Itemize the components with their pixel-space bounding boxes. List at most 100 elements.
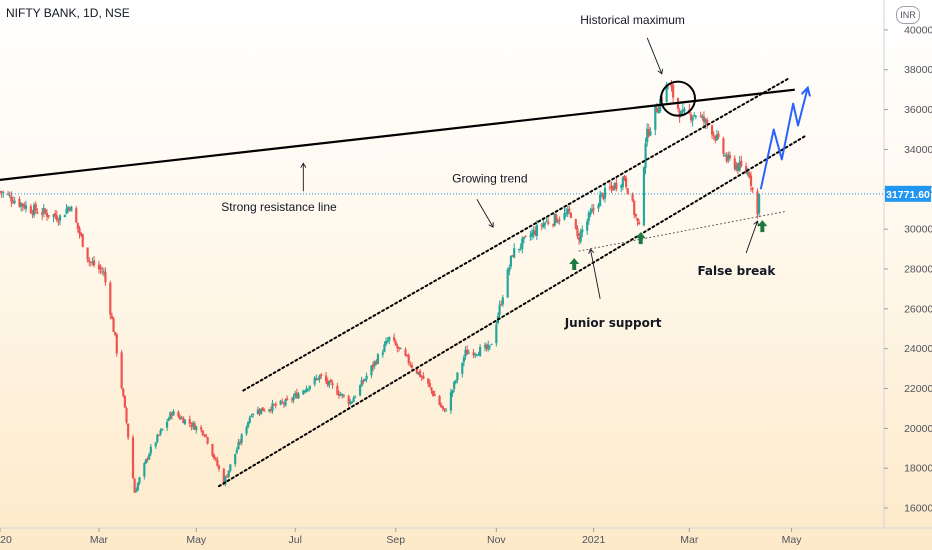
false-break-label[interactable]: False break <box>697 264 776 278</box>
growing-trend-pointer-head <box>488 222 494 228</box>
candle-body <box>342 395 345 397</box>
candle-body <box>57 221 60 223</box>
candle-body <box>376 354 380 364</box>
candle-body <box>36 212 39 214</box>
strong-resistance-line[interactable] <box>0 88 795 182</box>
junior-support-line[interactable] <box>578 210 788 252</box>
candle-body <box>415 368 418 374</box>
last-price-badge[interactable] <box>885 185 931 202</box>
candle-body <box>727 154 730 160</box>
candle-body <box>331 382 334 386</box>
candle-body <box>279 400 282 405</box>
candle-body <box>114 331 117 335</box>
candle-body <box>513 248 516 258</box>
candle-body <box>680 110 683 117</box>
candle-body <box>67 207 70 211</box>
candle-body <box>558 219 561 221</box>
candle-body <box>122 388 125 396</box>
price-tick-label: 34000.00 <box>904 144 932 156</box>
candle-body <box>745 165 748 173</box>
candle-body <box>464 349 467 357</box>
candle-body <box>517 248 521 250</box>
candle-body <box>88 260 91 262</box>
candle-body <box>466 349 469 355</box>
candle-body <box>214 458 217 460</box>
candle-body <box>396 345 399 349</box>
candle-body <box>407 355 410 364</box>
candle-body <box>10 196 13 202</box>
candle-body <box>21 203 24 207</box>
candle-body <box>670 84 673 88</box>
candle-body <box>55 215 58 221</box>
channel-lower-line[interactable] <box>217 134 808 488</box>
candle-body <box>722 138 725 154</box>
candle-body <box>615 182 618 189</box>
junior-support-pointer <box>589 248 601 299</box>
price-tick-label: 16000.00 <box>904 503 932 515</box>
candle-body <box>91 262 94 264</box>
candle-body <box>733 158 736 169</box>
candle-body <box>169 412 172 419</box>
candle-body <box>586 221 589 231</box>
candle-body <box>297 393 300 399</box>
candle-body <box>41 212 44 215</box>
candle-body <box>133 479 136 493</box>
candle-body <box>409 364 412 366</box>
candle-body <box>248 417 251 423</box>
candle-body <box>626 188 629 195</box>
candle-body <box>191 422 195 427</box>
candle-body <box>250 416 253 418</box>
candle-body <box>31 213 34 215</box>
candle-body <box>702 116 706 123</box>
candle-body <box>393 337 396 341</box>
candle-body <box>564 213 568 215</box>
candle-body <box>227 470 230 477</box>
candle-body <box>165 421 169 428</box>
candle-body <box>440 404 443 408</box>
candle-body <box>738 161 741 171</box>
candle-body <box>76 222 79 229</box>
candle-body <box>138 477 141 484</box>
forecast-path[interactable] <box>759 87 809 190</box>
candle-body <box>488 345 491 347</box>
time-tick-label: Mar <box>90 534 109 546</box>
candle-body <box>501 297 504 305</box>
strong-resistance-line-label[interactable]: Strong resistance line <box>221 200 337 214</box>
candle-body <box>483 345 487 348</box>
historical-maximum-label[interactable]: Historical maximum <box>580 13 685 27</box>
candle-body <box>603 187 607 199</box>
candle-body <box>485 344 488 349</box>
candle-body <box>256 409 260 415</box>
candle-body <box>365 375 368 380</box>
candle-body <box>581 229 584 233</box>
candle-body <box>683 109 686 112</box>
price-axis[interactable]: 16000.00 18000.00 20000.00 22000.00 24000.00… <box>884 24 932 515</box>
currency-badge[interactable]: INR <box>896 6 920 24</box>
candle-body <box>532 230 535 235</box>
candle-body <box>216 459 219 466</box>
candle-body <box>281 401 284 403</box>
candle-body <box>23 204 26 209</box>
growing-trend-label[interactable]: Growing trend <box>452 171 527 185</box>
historical-maximum-circle[interactable] <box>660 80 697 117</box>
support-arrow-icon <box>635 232 646 245</box>
candle-body <box>154 442 157 447</box>
candle-body <box>441 406 444 409</box>
candle-body <box>263 410 266 412</box>
candle-body <box>451 389 454 394</box>
candle-body <box>347 396 350 405</box>
channel-upper-line[interactable] <box>242 76 791 392</box>
candle-body <box>75 208 78 223</box>
candle-body <box>80 233 83 236</box>
candle-body <box>487 344 490 350</box>
candle-body <box>456 372 459 381</box>
candle-body <box>8 194 11 196</box>
false-break-pointer <box>745 221 758 254</box>
time-axis[interactable]: 20 Mar May Jul Sep Nov 2021 Mar May <box>0 528 802 546</box>
candle-body <box>646 128 649 143</box>
candle-body <box>349 402 352 404</box>
candle-body <box>587 213 590 221</box>
candle-body <box>58 215 62 221</box>
junior-support-label[interactable]: Junior support <box>564 316 662 330</box>
